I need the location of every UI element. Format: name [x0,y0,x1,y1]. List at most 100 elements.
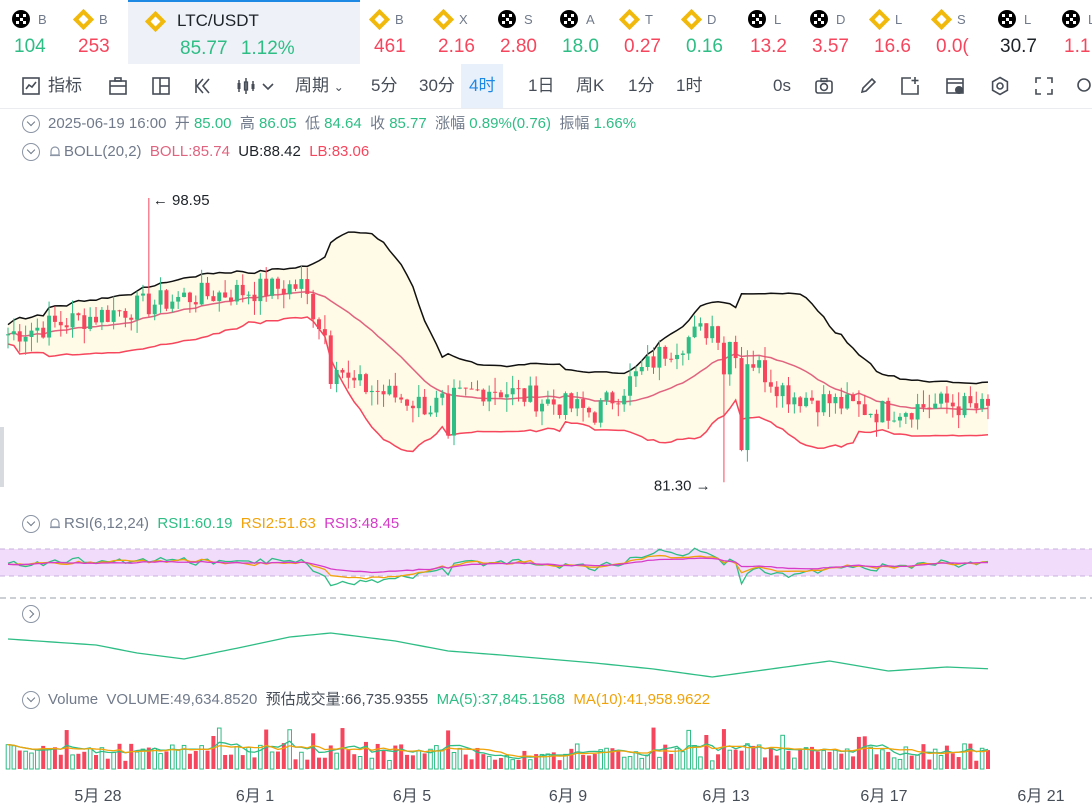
candle-body [897,416,902,421]
candle-body [410,405,415,409]
ticker-item[interactable]: L 30.7 [986,0,1050,64]
candle-body [58,321,63,326]
candle-body [540,403,545,412]
volume-bar [592,754,597,769]
volume-bar [745,743,750,770]
ticker-item[interactable]: L 13.2 [736,0,798,64]
pane-handle[interactable] [0,427,4,487]
candlestick-chart[interactable]: ← 98.95 81.30 → [0,165,1092,510]
candle-body [64,325,69,328]
bell-icon[interactable] [48,517,62,531]
candle-body [475,389,480,391]
indicator-icon[interactable] [20,75,42,97]
template-icon[interactable] [944,75,966,97]
ticker-item[interactable]: LTC/USDT 85.77 1.12% [128,0,360,64]
layout-icon[interactable] [150,75,172,97]
ticker-item[interactable]: S 2.80 [486,0,548,64]
volume-chart[interactable] [0,715,1092,770]
period-tab-6[interactable]: 1时 [676,76,703,95]
volume-bar [522,750,527,769]
pencil-icon[interactable] [857,75,879,97]
volume-bar [193,751,198,769]
period-tab-5[interactable]: 1分 [628,76,655,95]
ticker-item[interactable]: T 0.27 [610,0,672,64]
volume-bar [46,747,52,770]
volume-bar [87,748,93,770]
ticker-item[interactable]: B 253 [64,0,128,64]
ticker-item[interactable]: D 3.57 [798,0,860,64]
candle-body [639,367,644,372]
volume-bar [616,750,621,769]
collapse-icon[interactable] [22,515,40,534]
period-tab-1[interactable]: 30分 [419,76,455,95]
bell-icon[interactable] [48,145,62,159]
period-tab-0[interactable]: 5分 [371,76,398,95]
period-tab-3[interactable]: 1日 [528,76,555,95]
add-window-icon[interactable] [899,75,921,97]
period-tab-2[interactable]: 4时 [461,64,504,108]
candle-body [94,316,99,323]
candle-body [305,279,310,294]
ticker-item[interactable]: A 18.0 [548,0,610,64]
candle-body [663,346,668,359]
replay-icon[interactable] [192,75,214,97]
volume-bar [739,750,744,769]
indicators-button[interactable]: 指标 [48,76,82,95]
volume-bar [481,754,486,769]
volume-bar [328,745,333,769]
volume-bar [803,747,809,770]
volume-bar [827,751,832,769]
volume-bar [516,759,521,769]
candle-body [933,403,938,409]
ticker-symbol: L [1024,11,1032,27]
chevron-down-icon[interactable] [260,75,276,97]
candle-body [17,331,22,342]
period-tab-4[interactable]: 周K [576,76,605,95]
volume-bar [469,759,474,769]
camera-icon[interactable] [813,75,835,97]
ticker-item[interactable]: L 16.6 [860,0,922,64]
candle-body [610,392,615,404]
candle-body [669,358,674,360]
candle-body [123,310,128,318]
ticker-item[interactable]: S 0.0( [922,0,986,64]
ticker-item[interactable]: B 461 [360,0,424,64]
volume-bar [170,744,175,770]
candle-body [399,397,404,400]
briefcase-icon[interactable] [107,75,129,97]
collapse-icon[interactable] [22,115,40,134]
ticker-item[interactable]: B 104 [0,0,64,64]
rsi-band [0,549,1092,576]
search-icon[interactable] [1074,75,1092,97]
collapse-icon[interactable] [22,143,40,162]
ticker-item[interactable]: X 2.16 [424,0,486,64]
candle-body [170,301,175,309]
candle-body [604,392,609,401]
expand-icon[interactable] [22,605,40,624]
volume-bar [275,751,280,769]
settings-icon[interactable] [989,75,1011,97]
volume-bar [839,753,844,769]
ticker-item[interactable]: L 1.1 [1050,0,1092,64]
volume-bar [768,748,773,769]
indicator-line-chart[interactable] [0,625,1092,685]
ticker-price: 18.0 [562,36,599,57]
collapse-icon[interactable] [22,691,40,710]
volume-bar [651,727,656,769]
rsi-chart[interactable] [0,540,1092,600]
okx-icon [560,10,578,28]
volume-bar [780,734,785,770]
candle-body [839,396,844,409]
candle-type-icon[interactable] [235,75,257,97]
volume-bar [228,754,233,769]
volume-bar [375,743,380,769]
candle-body [939,393,944,404]
volume-bar [41,745,46,769]
candle-body [944,393,949,403]
fullscreen-icon[interactable] [1033,75,1055,97]
candle-body [47,315,52,338]
ticker-item[interactable]: D 0.16 [672,0,736,64]
volume-bar [299,751,304,770]
period-dropdown[interactable]: 周期 ⌄ [295,64,344,108]
volume-bar [733,749,738,769]
